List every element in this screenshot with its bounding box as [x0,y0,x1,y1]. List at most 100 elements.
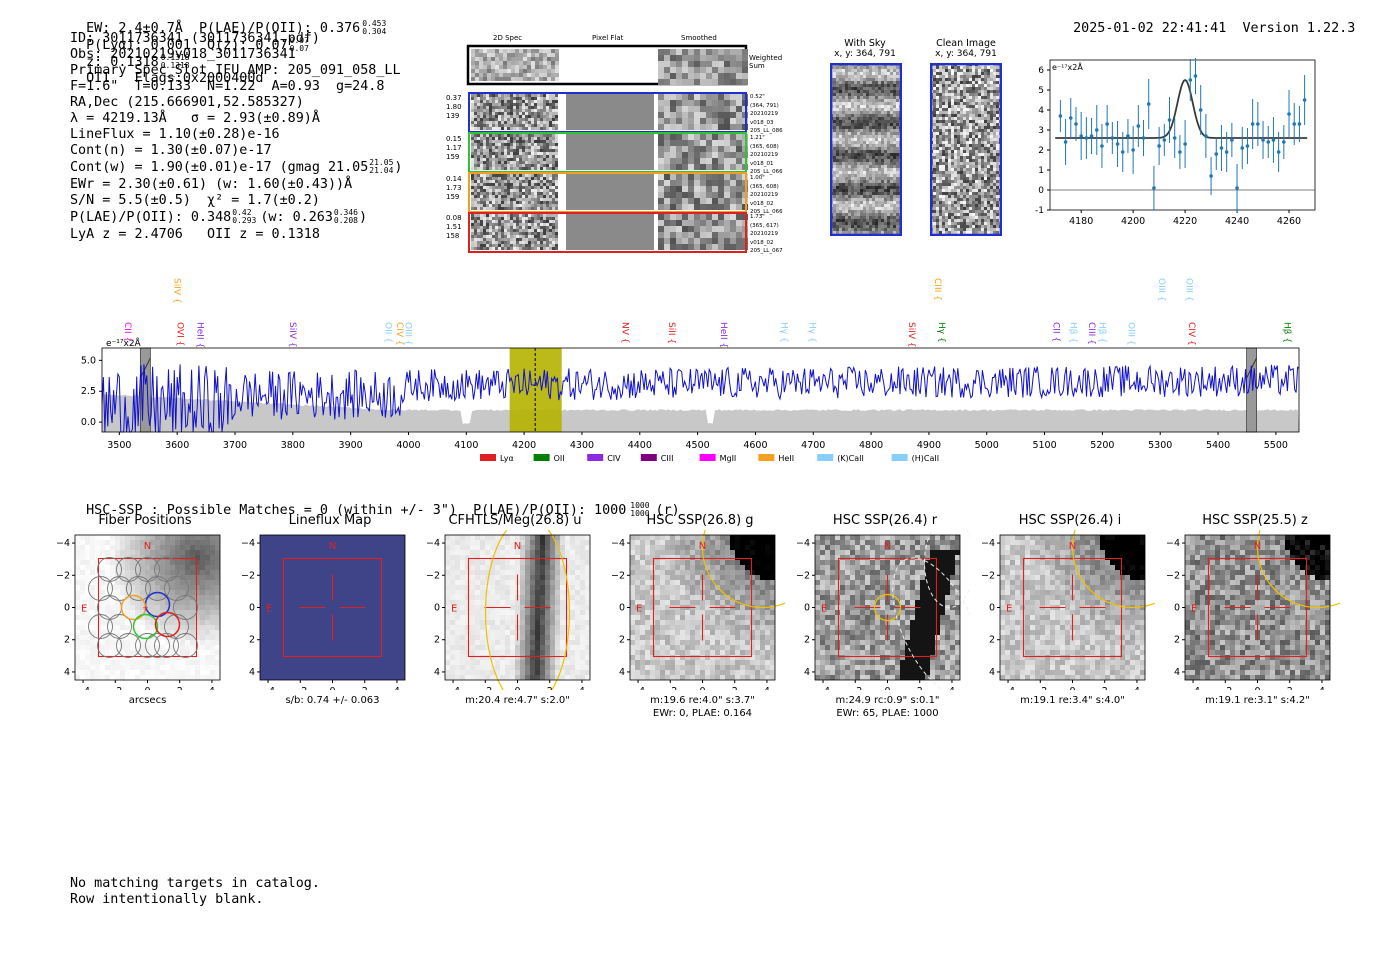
clean-pixel [951,66,954,69]
clean-pixel [984,105,987,108]
sky-pixel [857,69,860,72]
sky-pixel [896,225,899,228]
clean-pixel [975,90,978,93]
clean-pixel [978,105,981,108]
sky-pixel [848,132,851,135]
sky-pixel [887,78,890,81]
noise-pixel [534,100,537,103]
noise-pixel [501,137,504,140]
noise-pixel [546,195,549,198]
clean-pixel [945,222,948,225]
sky-pixel [857,210,860,213]
sky-pixel [878,114,881,117]
sky-pixel [887,171,890,174]
sky-pixel [881,147,884,150]
sky-pixel [845,99,848,102]
noise-pixel [503,69,507,73]
clean-pixel [972,123,975,126]
clean-pixel [966,129,969,132]
sky-pixel [881,114,884,117]
sky-pixel [875,135,878,138]
clean-pixel [963,171,966,174]
sky-pixel [848,186,851,189]
noise-pixel [525,207,528,210]
sky-pixel [890,126,893,129]
sky-pixel [863,78,866,81]
clean-pixel [966,102,969,105]
noise-pixel [519,241,522,244]
sky-pixel [839,150,842,153]
noise-pixel [537,103,540,106]
noise-pixel [483,109,486,112]
noise-pixel [535,49,539,53]
sky-pixel [860,222,863,225]
sky-pixel [872,78,875,81]
clean-pixel [981,189,984,192]
info-ewr: EWr = 2.30(±0.61) (w: 1.60(±0.43))Å [70,177,353,192]
sky-pixel [884,96,887,99]
noise-pixel [730,198,736,204]
sky-pixel [845,120,848,123]
noise-pixel [486,207,489,210]
sky-pixel [896,108,899,111]
noise-pixel [555,192,558,195]
sky-pixel [863,231,866,234]
noise-pixel [682,134,688,140]
noise-pixel [492,241,495,244]
sky-pixel [860,225,863,228]
noise-pixel [522,183,525,186]
noise-pixel [724,100,730,106]
sky-pixel [851,84,854,87]
sky-pixel [887,108,890,111]
noise-pixel [477,103,480,106]
clean-pixel [936,135,939,138]
sky-pixel [845,111,848,114]
sky-pixel [878,177,881,180]
sky-pixel [836,186,839,189]
clean-pixel [954,231,957,234]
noise-pixel [519,134,522,137]
clean-pixel [948,78,951,81]
noise-pixel [534,112,537,115]
noise-pixel [501,161,504,164]
clean-pixel [996,126,999,129]
noise-pixel [498,115,501,118]
sky-pixel [851,228,854,231]
cutout-stat: 1.80 [446,103,462,111]
sky-pixel [848,207,851,210]
clean-pixel [978,90,981,93]
sky-pixel [890,165,893,168]
sky-pixel [857,186,860,189]
noise-pixel [483,229,486,232]
sky-pixel [836,99,839,102]
noise-pixel [501,229,504,232]
sky-pixel [890,192,893,195]
sky-pixel [887,174,890,177]
clean-pixel [963,123,966,126]
clean-pixel [957,177,960,180]
sky-pixel [884,147,887,150]
clean-pixel [996,114,999,117]
noise-pixel [528,174,531,177]
noise-pixel [676,146,682,152]
clean-pixel [957,141,960,144]
noise-pixel [531,229,534,232]
noise-pixel [525,217,528,220]
noise-pixel [498,180,501,183]
clean-pixel [981,120,984,123]
noise-pixel [522,106,525,109]
sky-pixel [863,177,866,180]
noise-pixel [495,109,498,112]
sky-pixel [845,69,848,72]
clean-pixel [987,177,990,180]
clean-pixel [972,93,975,96]
noise-pixel [546,115,549,118]
noise-pixel [507,217,510,220]
noise-pixel [513,244,516,247]
noise-pixel [546,180,549,183]
noise-pixel [519,217,522,220]
sky-pixel [860,204,863,207]
noise-pixel [504,241,507,244]
noise-pixel [549,149,552,152]
noise-pixel [507,161,510,164]
